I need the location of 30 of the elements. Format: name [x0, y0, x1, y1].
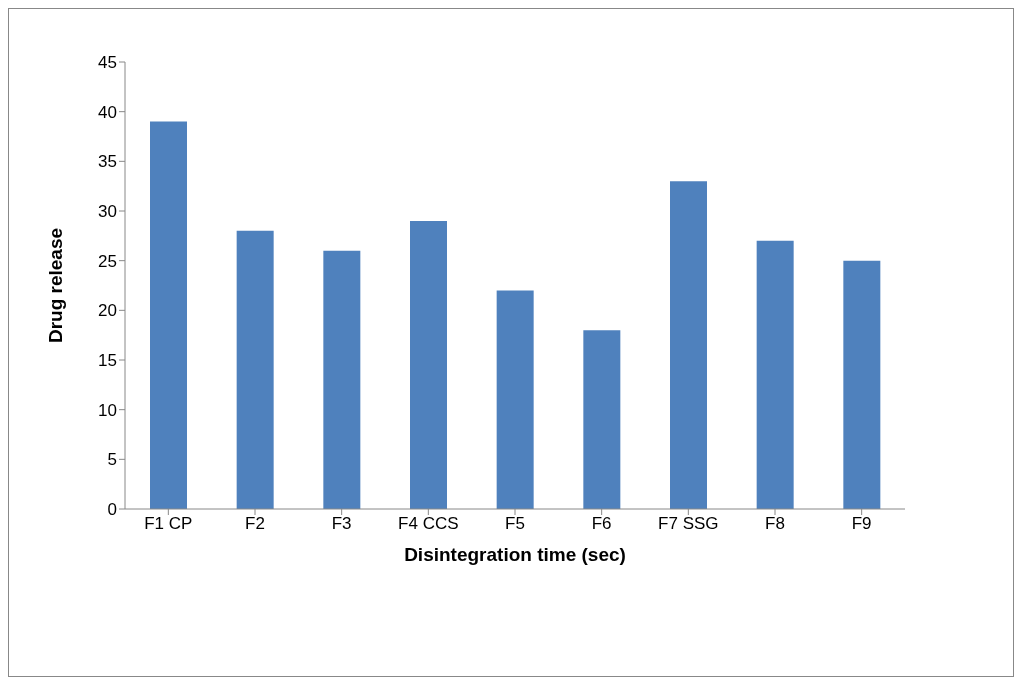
x-tick-label: F3 [331, 514, 352, 534]
x-tick-label: F8 [765, 514, 785, 534]
bar [843, 260, 881, 509]
y-tick-label: 15 [98, 351, 117, 371]
bar [236, 230, 274, 509]
x-tick-label: F6 [591, 514, 612, 534]
y-tick-label: 35 [98, 152, 117, 172]
x-tick-label: F7 SSG [658, 514, 719, 534]
bar [410, 220, 447, 509]
x-axis-title: Disintegration time (sec) [404, 544, 626, 565]
bar [670, 181, 707, 509]
bar [150, 121, 187, 509]
bar [756, 240, 794, 509]
bar [583, 330, 621, 509]
x-tick-label: F2 [245, 514, 265, 534]
y-tick-label: 20 [98, 301, 117, 321]
x-tick-label: F9 [851, 514, 872, 534]
bar [323, 250, 361, 509]
y-tick-label: 5 [107, 450, 117, 470]
y-tick-label: 40 [98, 102, 117, 122]
y-tick-label: 10 [98, 400, 117, 420]
y-tick-label: 30 [98, 202, 117, 222]
y-tick-label: 25 [98, 251, 117, 271]
x-tick-label: F4 CCS [398, 514, 459, 534]
x-tick-label: F1 CP [144, 514, 193, 534]
y-tick-label: 0 [107, 500, 117, 520]
y-axis-title: Drug release [44, 227, 66, 344]
y-tick-label: 45 [98, 53, 117, 73]
bar [496, 290, 534, 509]
x-tick-label: F5 [505, 514, 525, 534]
